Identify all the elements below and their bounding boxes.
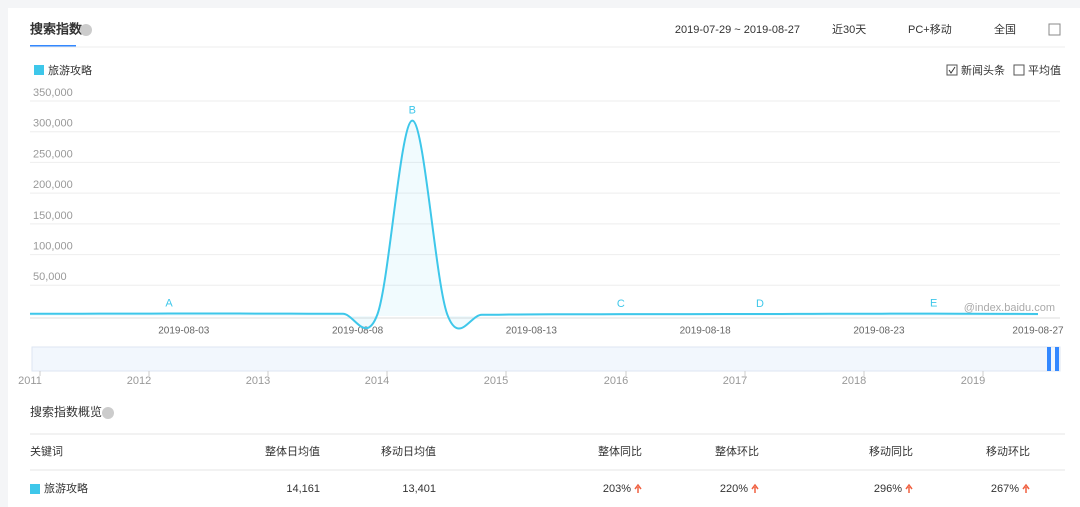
legend-label[interactable]: 旅游攻略 xyxy=(48,63,92,77)
line xyxy=(29,119,1039,330)
table-cell: 267% xyxy=(991,483,1019,495)
slider-handle[interactable] xyxy=(1047,347,1051,371)
annotation: C xyxy=(617,298,625,310)
device[interactable]: PC+移动 xyxy=(908,23,952,36)
x-tick-label: 2019-08-23 xyxy=(853,326,905,337)
table-cell: 13,401 xyxy=(402,483,436,495)
option-label[interactable]: 平均值 xyxy=(1028,64,1061,77)
slider-year: 2015 xyxy=(484,375,508,387)
table-cell: 296% xyxy=(874,483,902,495)
annotation: B xyxy=(409,105,416,117)
table-cell: 旅游攻略 xyxy=(44,481,88,495)
overview-title: 搜索指数概览 xyxy=(30,404,102,419)
annotation: E xyxy=(930,298,937,310)
table-header: 整体环比 xyxy=(715,444,759,458)
check xyxy=(948,66,956,74)
slider-year: 2013 xyxy=(246,375,270,387)
up-arrow xyxy=(751,483,759,493)
x-tick-label: 2019-08-18 xyxy=(680,326,732,337)
checkbox[interactable] xyxy=(1013,64,1025,76)
table-header: 移动同比 xyxy=(869,445,913,458)
table-cell: 220% xyxy=(720,483,748,495)
slider-year: 2019 xyxy=(961,375,985,387)
slider-year: 2011 xyxy=(18,375,42,387)
up-arrow xyxy=(634,483,642,493)
table-header: 关键词 xyxy=(30,444,63,458)
table-header: 移动日均值 xyxy=(381,445,436,458)
table-header: 整体日均值 xyxy=(265,444,320,458)
y-tick-label: 100,000 xyxy=(33,240,73,252)
x-tick-label: 2019-08-27 xyxy=(1012,326,1064,337)
title: 搜索指数 xyxy=(30,21,83,36)
slider-year: 2014 xyxy=(365,375,389,387)
export-icon[interactable] xyxy=(1048,23,1061,36)
x-tick-label: 2019-08-03 xyxy=(158,326,210,337)
help-icon[interactable] xyxy=(102,407,114,419)
table-header: 整体同比 xyxy=(598,444,642,458)
watermark: @index.baidu.com xyxy=(964,302,1055,314)
help-icon[interactable] xyxy=(80,24,92,36)
y-tick-label: 200,000 xyxy=(33,179,73,191)
y-tick-label: 50,000 xyxy=(33,271,67,283)
slider-year: 2018 xyxy=(842,375,866,387)
slider-handle[interactable] xyxy=(1055,347,1059,371)
checkbox[interactable] xyxy=(946,64,958,76)
card xyxy=(8,8,1080,507)
table-header: 移动环比 xyxy=(986,445,1030,458)
up-arrow xyxy=(1022,483,1030,493)
period[interactable]: 近30天 xyxy=(832,23,866,36)
x-tick-label: 2019-08-08 xyxy=(332,326,384,337)
option-label[interactable]: 新闻头条 xyxy=(961,63,1005,77)
row-swatch xyxy=(30,484,40,494)
tab-underline xyxy=(30,45,76,47)
date-range[interactable]: 2019-07-29 ~ 2019-08-27 xyxy=(675,24,800,36)
annotation: D xyxy=(756,298,764,310)
slider-year: 2016 xyxy=(604,375,628,387)
y-tick-label: 250,000 xyxy=(33,148,73,160)
legend-swatch xyxy=(34,65,44,75)
up-arrow xyxy=(905,483,913,493)
y-tick-label: 300,000 xyxy=(33,118,73,130)
y-tick-label: 150,000 xyxy=(33,210,73,222)
y-tick-label: 350,000 xyxy=(33,87,73,99)
slider-year: 2017 xyxy=(723,375,747,387)
region[interactable]: 全国 xyxy=(994,22,1016,36)
annotation: A xyxy=(165,297,173,309)
range-slider[interactable] xyxy=(31,346,1061,372)
table-cell: 203% xyxy=(603,483,631,495)
x-tick-label: 2019-08-13 xyxy=(506,326,558,337)
slider-year: 2012 xyxy=(127,375,151,387)
table-cell: 14,161 xyxy=(286,483,320,495)
